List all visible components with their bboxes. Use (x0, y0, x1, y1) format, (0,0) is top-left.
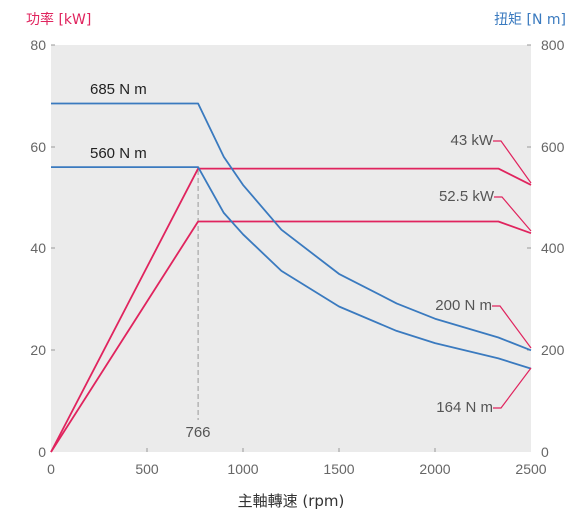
left-tick-20: 20 (30, 342, 46, 358)
right-tick-400: 400 (541, 240, 565, 256)
torque-series-3 (51, 166, 532, 370)
x-axis-title: 主軸轉速 (rpm) (238, 492, 345, 510)
left-tick-marks (51, 44, 55, 351)
right-tick-200: 200 (541, 342, 565, 358)
right-tick-600: 600 (541, 139, 565, 155)
x-tick-marks (146, 448, 436, 452)
power-a-leader (493, 140, 532, 184)
right-y-ticks: 0 200 400 600 800 (541, 37, 565, 460)
power-series-0 (50, 167, 532, 453)
plot-area (51, 45, 531, 452)
torque-end-high-label: 200 N m (435, 297, 492, 314)
torque-max-low-label: 560 N m (90, 145, 147, 162)
x-tick-1000: 1000 (227, 461, 258, 477)
power-b-label: 52.5 kW (439, 188, 495, 205)
power-series-1 (50, 220, 532, 453)
right-tick-800: 800 (541, 37, 565, 53)
x-tick-1500: 1500 (323, 461, 354, 477)
x-tick-500: 500 (135, 461, 159, 477)
right-axis-title: 扭矩 [N m] (494, 12, 566, 28)
x-tick-2000: 2000 (419, 461, 450, 477)
base-speed-label: 766 (185, 424, 210, 441)
series-layer (50, 102, 532, 453)
torque-series-2 (51, 102, 532, 352)
left-tick-60: 60 (30, 139, 46, 155)
x-ticks: 0 500 1000 1500 2000 2500 (47, 461, 547, 477)
torque-end-low-label: 164 N m (436, 399, 493, 416)
torque-max-high-label: 685 N m (90, 81, 147, 98)
right-tick-0: 0 (541, 444, 549, 460)
power-b-leader (494, 196, 532, 232)
left-tick-0: 0 (38, 444, 46, 460)
left-tick-80: 80 (30, 37, 46, 53)
left-axis-title: 功率 [kW] (26, 11, 91, 28)
left-y-ticks: 0 20 40 60 80 (30, 37, 46, 460)
torque-end-high-leader (492, 305, 532, 349)
x-tick-2500: 2500 (515, 461, 546, 477)
power-a-label: 43 kW (450, 132, 493, 149)
x-tick-0: 0 (47, 461, 55, 477)
left-tick-40: 40 (30, 240, 46, 256)
torque-end-low-leader (493, 367, 532, 409)
